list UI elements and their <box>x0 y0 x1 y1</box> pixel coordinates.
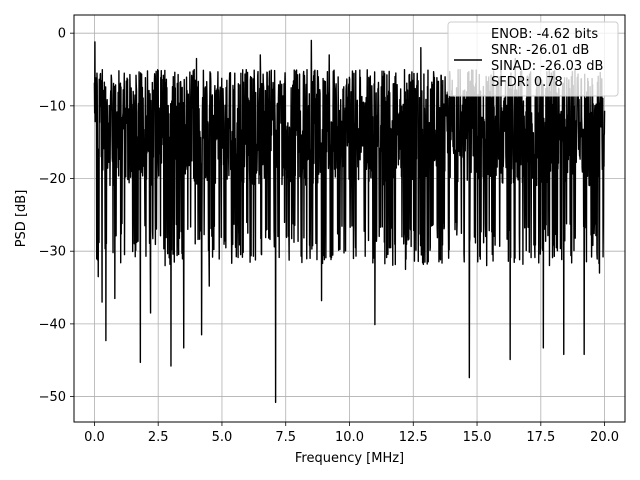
axis-ticks: 0.0 2.5 5.0 7.5 10.0 12.5 15.0 17.5 20.0 0 −10 −20 −… <box>39 27 620 445</box>
psd-series-line <box>93 39 606 404</box>
x-tick-label: 12.5 <box>399 430 428 445</box>
x-tick-label: 0.0 <box>84 430 105 445</box>
x-axis-label: Frequency [MHz] <box>295 451 404 466</box>
y-tick-label: −40 <box>39 317 66 332</box>
legend-box <box>447 21 619 97</box>
y-tick-label: −20 <box>39 172 66 187</box>
x-tick-label: 10.0 <box>335 430 364 445</box>
x-tick-label: 17.5 <box>526 430 555 445</box>
legend-entry-sinad: SINAD: -26.03 dB <box>491 59 603 74</box>
y-tick-label: 0 <box>58 27 66 42</box>
x-tick-label: 20.0 <box>590 430 619 445</box>
y-tick-label: −10 <box>39 99 66 114</box>
legend-entry-snr: SNR: -26.01 dB <box>491 43 589 58</box>
x-tick-label: 15.0 <box>463 430 492 445</box>
y-tick-label: −50 <box>39 390 66 405</box>
y-axis-label: PSD [dB] <box>14 190 29 248</box>
legend: ENOB: -4.62 bits SNR: -26.01 dB SINAD: -… <box>447 21 619 97</box>
x-tick-label: 7.5 <box>275 430 296 445</box>
legend-entry-enob: ENOB: -4.62 bits <box>491 27 598 42</box>
plot-area <box>93 39 606 404</box>
x-tick-label: 2.5 <box>148 430 169 445</box>
legend-entry-sfdr: SFDR: 0.78 <box>491 75 563 90</box>
y-tick-label: −30 <box>39 245 66 260</box>
x-tick-label: 5.0 <box>212 430 233 445</box>
